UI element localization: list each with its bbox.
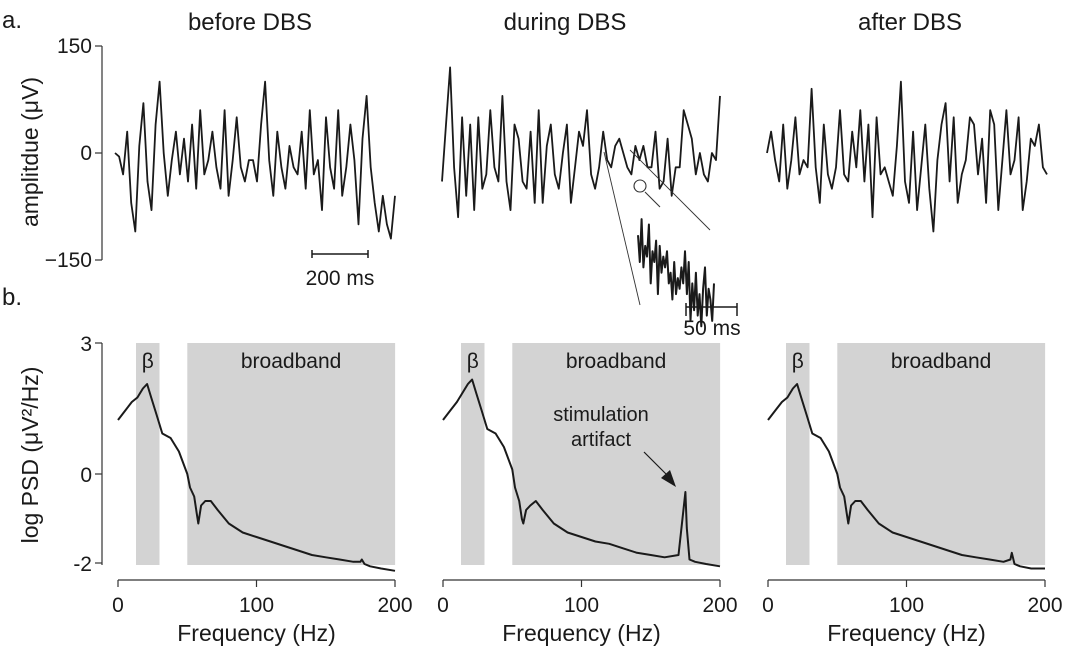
- panel-label-a: a.: [2, 7, 22, 34]
- panel-label-b: b.: [2, 284, 22, 311]
- band-broadband-before: [187, 343, 396, 565]
- band-beta-after: [786, 343, 810, 565]
- x-tick-label: 0: [762, 594, 774, 617]
- zoom-marker: [633, 179, 647, 193]
- band-label-broadband-after: broadband: [891, 350, 991, 373]
- band-beta-before: [136, 343, 160, 565]
- inset-trace-line: [637, 218, 715, 328]
- trace-after: [766, 80, 1048, 233]
- band-broadband-after: [837, 343, 1046, 565]
- psd-panels: β broadband 0 100 200 Frequency (Hz) β broadban…: [112, 343, 1063, 646]
- x-axis-label-during: Frequency (Hz): [502, 620, 660, 646]
- psd-tick-3: 3: [80, 333, 92, 356]
- amplitude-y-axis: 150 0 −150: [45, 35, 103, 272]
- psd-y-axis: 3 0 -2: [73, 333, 103, 576]
- eeg-traces: [114, 66, 1048, 240]
- stimulation-artifact-annotation: stimulation artifact: [553, 404, 676, 487]
- trace-during: [441, 66, 721, 219]
- x-tick-label: 100: [239, 594, 274, 617]
- psd-curve-after: [767, 383, 1045, 570]
- scale-bar-200ms-label: 200 ms: [306, 267, 375, 290]
- x-tick-label: 200: [377, 594, 412, 617]
- band-broadband-during: [512, 343, 721, 565]
- annotation-line2: artifact: [571, 429, 631, 451]
- x-axis-label-after: Frequency (Hz): [827, 620, 985, 646]
- amp-tick-neg150: −150: [45, 249, 92, 272]
- psd-tick-neg2: -2: [73, 553, 92, 576]
- band-label-beta-before: β: [142, 350, 154, 373]
- psd-curve-during: [442, 378, 721, 568]
- x-tick-label: 100: [889, 594, 924, 617]
- amplitude-y-label: amplitdue (μV): [17, 77, 43, 227]
- scale-bar-50ms-label: 50 ms: [683, 317, 740, 340]
- inset-connectors: [603, 149, 711, 306]
- scale-bar-200ms: 200 ms: [306, 250, 375, 290]
- inset-trace: [637, 218, 715, 328]
- x-tick-label: 0: [112, 594, 124, 617]
- title-before: before DBS: [188, 9, 312, 36]
- x-tick-label: 200: [702, 594, 737, 617]
- x-tick-label: 0: [437, 594, 449, 617]
- band-label-broadband-during: broadband: [566, 350, 666, 373]
- trace-before: [114, 80, 396, 240]
- x-tick-label: 100: [564, 594, 599, 617]
- band-label-beta-during: β: [467, 350, 479, 373]
- band-label-beta-after: β: [792, 350, 804, 373]
- psd-tick-0: 0: [80, 464, 92, 487]
- x-axis-label-before: Frequency (Hz): [177, 620, 335, 646]
- scale-bar-50ms: 50 ms: [683, 303, 741, 340]
- x-tick-label: 200: [1027, 594, 1062, 617]
- psd-curve-before: [117, 383, 396, 572]
- psd-y-label: log PSD (μV²/Hz): [17, 367, 43, 544]
- band-label-broadband-before: broadband: [241, 350, 341, 373]
- amp-tick-0: 0: [80, 142, 92, 165]
- annotation-line1: stimulation: [553, 404, 649, 426]
- title-during: during DBS: [504, 9, 627, 36]
- amp-tick-150: 150: [57, 35, 92, 58]
- title-after: after DBS: [858, 9, 962, 36]
- annotation-arrowhead: [661, 470, 676, 487]
- band-beta-during: [461, 343, 485, 565]
